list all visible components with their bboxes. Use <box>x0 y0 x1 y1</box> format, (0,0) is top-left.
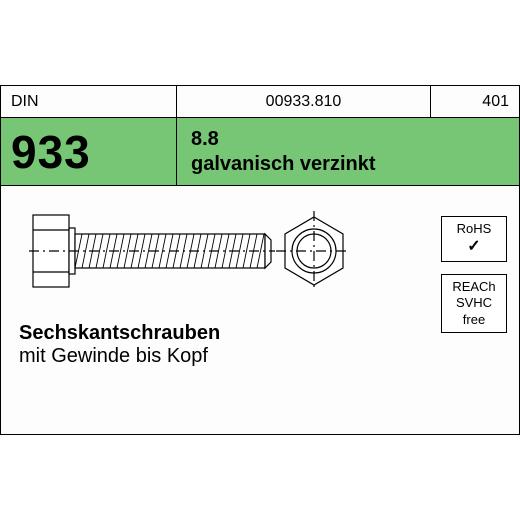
article-number-cell: 00933.810 <box>177 86 431 117</box>
standard-label-cell: DIN <box>1 86 177 117</box>
bolt-illustration <box>29 206 349 296</box>
standard-label: DIN <box>11 93 39 111</box>
pack-qty: 401 <box>482 93 509 111</box>
rohs-badge: RoHS ✓ <box>441 216 507 262</box>
reach-badge: REACh SVHC free <box>441 274 507 333</box>
article-number: 00933.810 <box>266 93 342 111</box>
spec-band: 933 8.8 galvanisch verzinkt <box>1 118 519 186</box>
standard-number: 933 <box>11 125 91 179</box>
reach-line1: REACh <box>442 279 506 295</box>
check-icon: ✓ <box>442 237 506 257</box>
standard-number-cell: 933 <box>1 118 177 185</box>
surface-finish: galvanisch verzinkt <box>191 153 519 176</box>
pack-qty-cell: 401 <box>431 86 519 117</box>
title-line2: mit Gewinde bis Kopf <box>19 345 220 368</box>
product-title: Sechskantschrauben mit Gewinde bis Kopf <box>19 322 220 368</box>
rohs-label: RoHS <box>442 221 506 237</box>
header-row: DIN 00933.810 401 <box>1 86 519 118</box>
spec-card: DIN 00933.810 401 933 8.8 galvanisch ver… <box>0 85 520 435</box>
reach-line2: SVHC <box>442 295 506 311</box>
title-line1: Sechskantschrauben <box>19 322 220 345</box>
strength-grade: 8.8 <box>191 128 519 151</box>
spec-detail-cell: 8.8 galvanisch verzinkt <box>177 118 519 185</box>
reach-line3: free <box>442 312 506 328</box>
